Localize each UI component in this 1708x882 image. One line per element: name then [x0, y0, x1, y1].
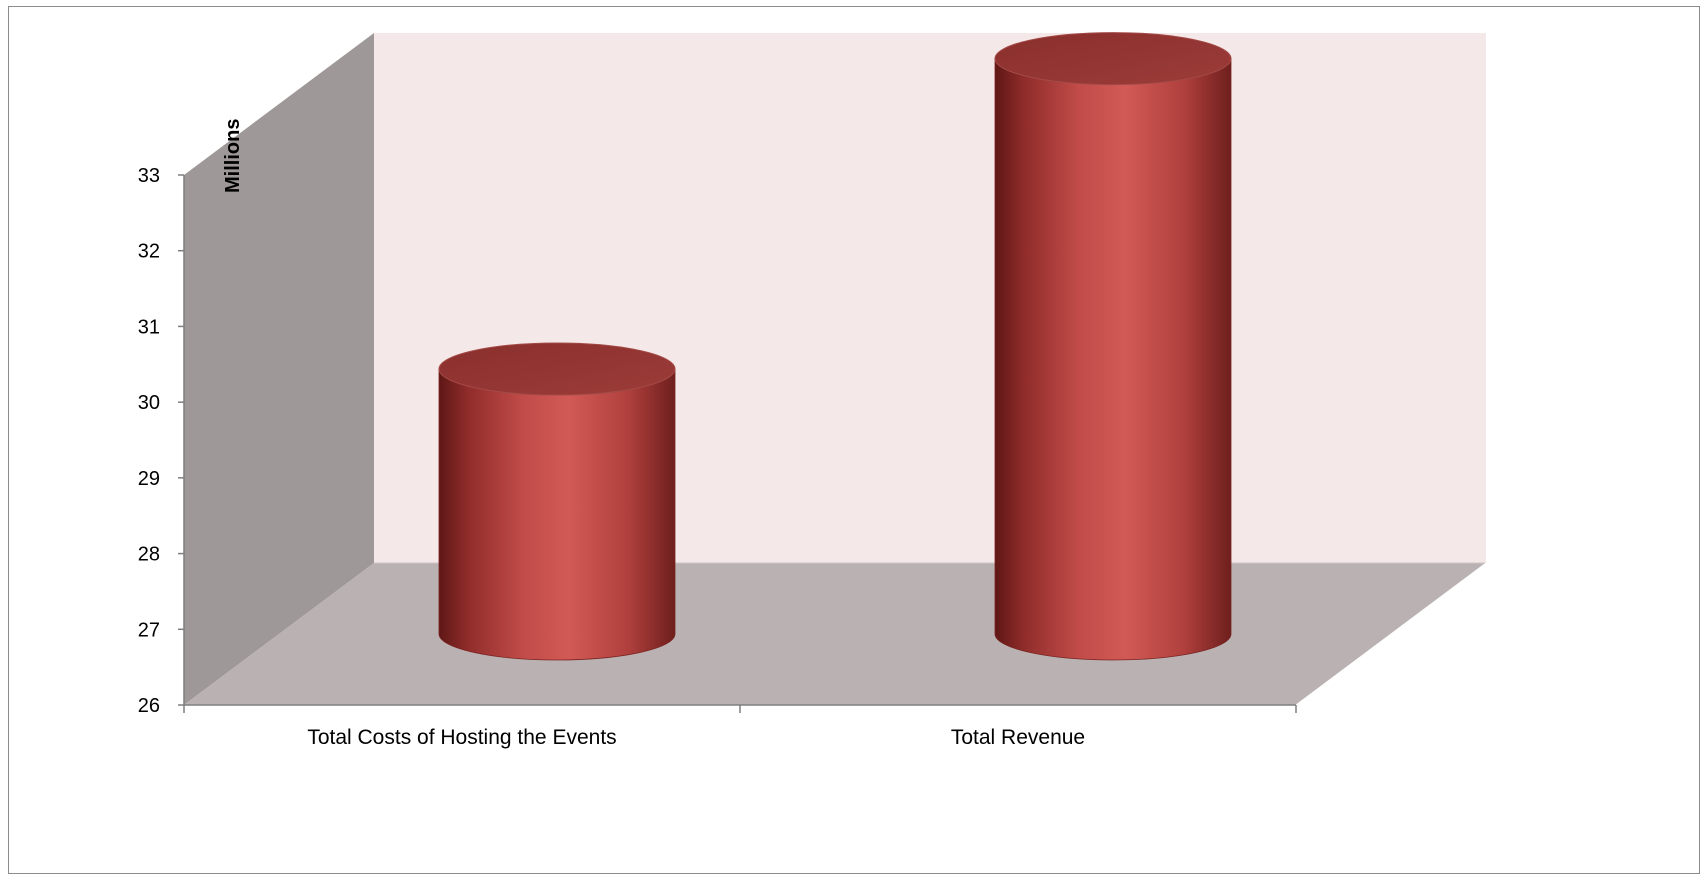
x-category-label: Total Revenue [951, 726, 1085, 749]
y-tick-label: 33 [138, 165, 160, 187]
cylinder-top [438, 342, 676, 396]
cylinder-body [438, 368, 676, 661]
floor [184, 563, 1486, 705]
y-tick-label: 28 [138, 544, 160, 566]
side-wall [184, 33, 374, 705]
cylinder-bar [994, 32, 1232, 661]
chart-frame: 26 27 28 29 30 31 32 33 Total Costs of Hosting … [8, 6, 1700, 874]
cylinder-top [994, 32, 1232, 86]
x-category-label: Total Costs of Hosting the Events [307, 726, 616, 749]
y-tick-label: 29 [138, 468, 160, 490]
y-tick-label: 27 [138, 619, 160, 641]
y-tick-label: 26 [138, 695, 160, 717]
y-unit-label: Millions [222, 119, 244, 193]
cylinder-bar [438, 342, 676, 661]
y-tick-label: 32 [138, 241, 160, 263]
y-tick-label: 31 [138, 316, 160, 338]
cylinder-body [994, 58, 1232, 661]
floor-right-edge [1295, 562, 1487, 706]
chart-plot: 26 27 28 29 30 31 32 33 Total Costs of Hosting … [138, 32, 1487, 749]
y-tick-label: 30 [138, 392, 160, 414]
